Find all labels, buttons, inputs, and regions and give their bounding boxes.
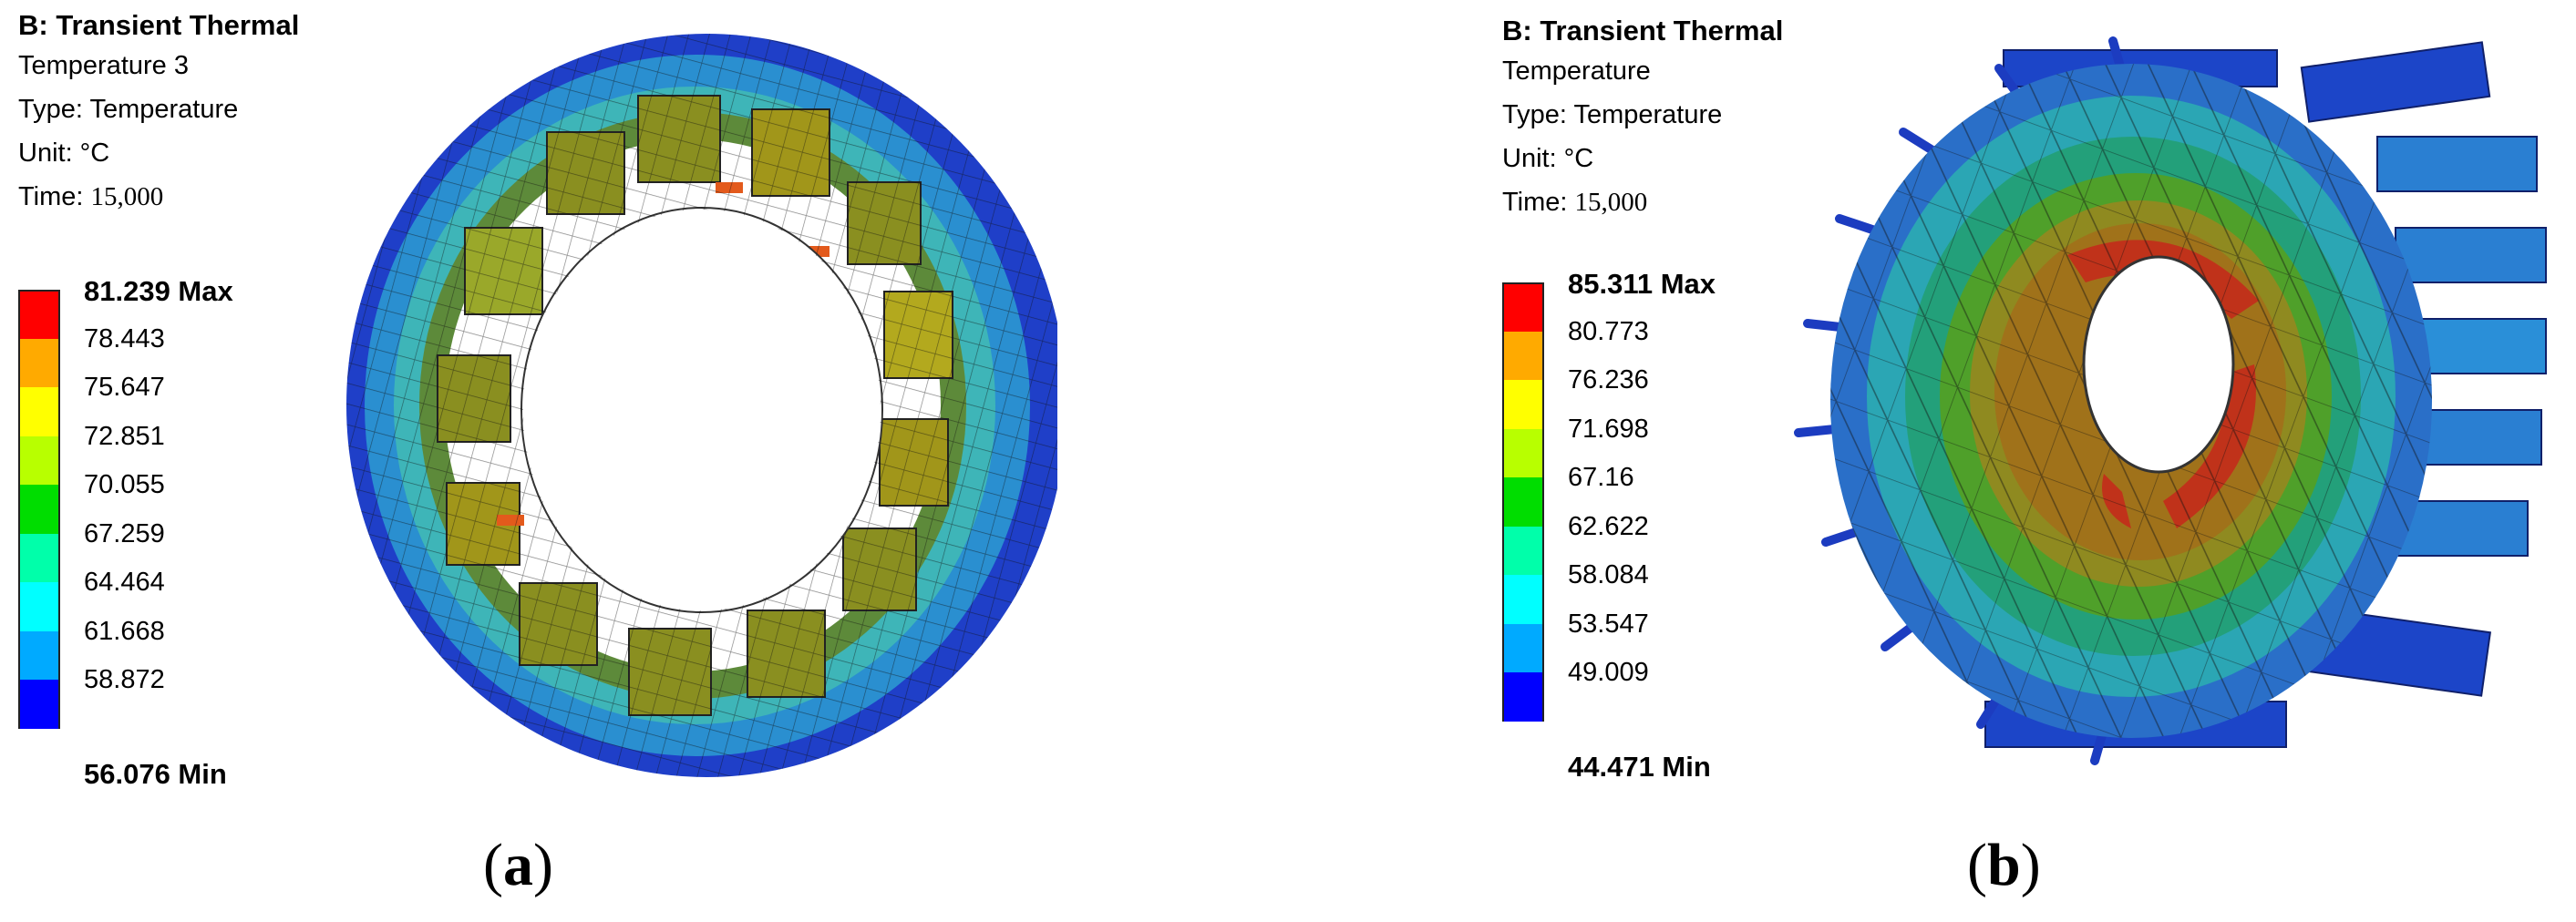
result-unit: Unit: °C [18,138,110,168]
legend-level-label: 76.236 [1568,365,1649,394]
housing-model [1794,36,2547,765]
legend-swatch [1502,526,1544,575]
legend-swatch [1502,575,1544,624]
legend-swatch [18,485,60,534]
legend-swatch [1502,428,1544,477]
caption-letter: a [502,832,533,898]
shaft-bore [2082,255,2235,474]
legend-swatch [1502,380,1544,429]
legend-swatch [18,533,60,582]
time-label: Time: [18,182,84,211]
legend-level-label: 70.055 [84,470,165,499]
result-type: Type: Temperature [18,95,239,124]
legend-level-label: 58.084 [1568,560,1649,589]
info-block-a: B: Transient Thermal Temperature 3 Type:… [18,11,299,228]
legend-swatch [1502,672,1544,722]
legend-swatch [1502,331,1544,380]
legend-swatch [1502,282,1544,332]
legend-level-label: 61.668 [84,616,165,646]
result-name: Temperature 3 [18,51,189,80]
result-type: Type: Temperature [1502,100,1723,129]
legend-swatch [18,387,60,436]
stator-model [346,34,1057,777]
legend-level-label: 78.443 [84,323,165,353]
cooling-fin [2300,41,2491,123]
legend-level-label: 49.009 [1568,658,1649,687]
legend-level-label: 62.622 [1568,511,1649,541]
legend-level-label: 67.259 [84,518,165,548]
legend-swatch [18,435,60,485]
legend-level-label: 64.464 [84,568,165,597]
legend-level-label: 75.647 [84,373,165,402]
legend-swatch [18,680,60,729]
cooling-fin [2395,227,2547,283]
cooling-fins [1984,41,2547,748]
caption-letter: b [1986,832,2021,898]
result-time: Time: 15,000 [1502,190,1783,233]
legend-max-label: 81.239 Max [84,275,233,307]
legend-swatch [1502,477,1544,527]
legend-level-label: 58.872 [84,665,165,694]
panel-a: B: Transient Thermal Temperature 3 Type:… [18,11,1057,898]
time-label: Time: [1502,188,1568,217]
info-block-b: B: Transient Thermal Temperature Type: T… [1502,16,1783,233]
analysis-title: B: Transient Thermal [1502,15,1784,46]
result-unit: Unit: °C [1502,144,1594,173]
legend-swatch [18,582,60,631]
panel-b: B: Transient Thermal Temperature Type: T… [1288,0,2576,922]
legend-level-label: 53.547 [1568,609,1649,639]
legend-level-label: 71.698 [1568,414,1649,444]
time-value: 15,000 [1574,188,1648,217]
result-name: Temperature [1502,56,1651,86]
legend-swatch [18,338,60,387]
caption-a: (a) [483,832,553,898]
legend-max-label: 85.311 Max [1568,268,1716,300]
legend-min-label: 44.471 Min [1568,751,1711,783]
bore-cutout [523,210,881,610]
time-value: 15,000 [90,182,164,211]
caption-b: (b) [1967,832,2041,898]
result-time: Time: 15,000 [18,184,299,228]
legend-swatch [1502,623,1544,672]
legend-swatch [18,630,60,680]
legend-swatch [18,290,60,339]
legend-level-label: 67.16 [1568,463,1634,492]
legend-level-label: 80.773 [1568,316,1649,346]
analysis-title: B: Transient Thermal [18,9,300,41]
legend-min-label: 56.076 Min [84,758,227,790]
legend-level-label: 72.851 [84,421,165,451]
cooling-fin [2376,136,2538,192]
